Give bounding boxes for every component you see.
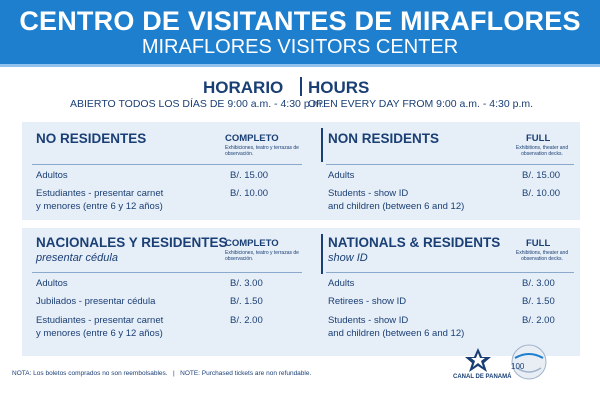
section-subtitle-en: show ID bbox=[328, 252, 368, 264]
price-value: B/. 10.00 bbox=[522, 188, 561, 199]
section-title-en: NATIONALS & RESIDENTS bbox=[328, 235, 501, 250]
section-subtitle-es: presentar cédula bbox=[36, 252, 118, 264]
panel-divider bbox=[321, 234, 323, 274]
star-icon bbox=[465, 348, 491, 372]
price-row-label: Estudiantes - presentar carnet y menores… bbox=[36, 315, 164, 339]
hours-label-en: HOURS bbox=[308, 78, 370, 97]
header-stripe bbox=[0, 64, 600, 67]
column-note-es: Exhibiciones, teatro y terrazas de obser… bbox=[225, 145, 299, 157]
title-spanish: CENTRO DE VISITANTES DE MIRAFLORES bbox=[19, 6, 581, 36]
residents-panel: NACIONALES Y RESIDENTES presentar cédula… bbox=[22, 228, 580, 356]
price-value: B/. 10.00 bbox=[230, 188, 269, 199]
opening-hours-en: OPEN EVERY DAY FROM 9:00 a.m. - 4:30 p.m… bbox=[308, 98, 534, 110]
globe-icon bbox=[511, 344, 547, 380]
price-row-label: Students - show ID and children (between… bbox=[328, 188, 465, 212]
divider-line bbox=[32, 164, 302, 165]
column-header-en: FULL bbox=[526, 133, 551, 144]
panel-divider bbox=[321, 128, 323, 162]
section-title-en: NON RESIDENTS bbox=[328, 131, 440, 146]
column-header-en: FULL bbox=[526, 238, 551, 249]
header-banner: CENTRO DE VISITANTES DE MIRAFLORES MIRAF… bbox=[0, 0, 600, 64]
non-residents-panel: NO RESIDENTES COMPLETO Exhibiciones, tea… bbox=[22, 122, 580, 220]
hours-section: HORARIO HOURS ABIERTO TODOS LOS DÍAS DE … bbox=[0, 72, 600, 114]
opening-hours-es: ABIERTO TODOS LOS DÍAS DE 9:00 a.m. - 4:… bbox=[70, 98, 325, 110]
price-row-label: Adultos bbox=[36, 278, 68, 289]
price-value: B/. 3.00 bbox=[230, 278, 263, 289]
price-value: B/. 15.00 bbox=[230, 170, 269, 181]
canal-de-panama-logo: CANAL DE PANAMÁ bbox=[453, 346, 512, 386]
column-note-es: Exhibiciones, teatro y terrazas de obser… bbox=[225, 250, 299, 262]
divider-line bbox=[32, 272, 302, 273]
price-row-label: Adults bbox=[328, 278, 355, 289]
centennial-logo: 100 bbox=[505, 338, 549, 388]
divider-line bbox=[326, 164, 574, 165]
section-title-es: NACIONALES Y RESIDENTES bbox=[36, 235, 228, 250]
column-header-es: COMPLETO bbox=[225, 133, 279, 144]
title-english: MIRAFLORES VISITORS CENTER bbox=[141, 36, 459, 58]
price-value: B/. 1.50 bbox=[522, 296, 555, 307]
centennial-label: 100 bbox=[511, 362, 525, 371]
refund-note: NOTA: Los boletos comprados no son reemb… bbox=[12, 370, 312, 377]
column-note-en: Exhibitions, theater and observation dec… bbox=[515, 145, 569, 157]
price-row-label: Adultos bbox=[36, 170, 68, 181]
price-row-label: Estudiantes - presentar carnet y menores… bbox=[36, 188, 164, 212]
price-value: B/. 1.50 bbox=[230, 296, 263, 307]
price-value: B/. 3.00 bbox=[522, 278, 555, 289]
canal-logo-label: CANAL DE PANAMÁ bbox=[453, 374, 512, 380]
price-row-label: Retirees - show ID bbox=[328, 296, 407, 307]
column-note-en: Exhibitions, theater and observation dec… bbox=[515, 250, 569, 262]
hours-divider bbox=[300, 77, 302, 96]
price-value: B/. 2.00 bbox=[522, 315, 555, 326]
price-row-label: Adults bbox=[328, 170, 355, 181]
section-title-es: NO RESIDENTES bbox=[36, 131, 147, 146]
hours-label-es: HORARIO bbox=[203, 78, 284, 97]
price-row-label: Students - show ID and children (between… bbox=[328, 315, 465, 339]
divider-line bbox=[326, 272, 574, 273]
price-value: B/. 2.00 bbox=[230, 315, 263, 326]
column-header-es: COMPLETO bbox=[225, 238, 279, 249]
price-value: B/. 15.00 bbox=[522, 170, 561, 181]
price-row-label: Jubilados - presentar cédula bbox=[36, 296, 156, 307]
